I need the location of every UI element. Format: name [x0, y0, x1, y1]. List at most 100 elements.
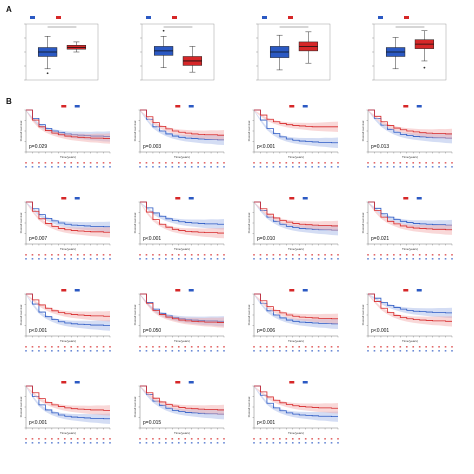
risk-table-entry	[152, 438, 154, 440]
risk-table-entry	[197, 254, 199, 256]
risk-table-entry	[259, 350, 262, 352]
legend-mutation-swatch	[404, 16, 409, 19]
risk-table-entry	[330, 346, 333, 348]
risk-table-entry	[311, 442, 313, 444]
high-risk-survival-curve	[26, 201, 110, 233]
risk-table-entry	[337, 346, 339, 348]
risk-table-entry	[223, 442, 225, 444]
risk-table-entry	[96, 162, 98, 164]
risk-table-entry	[57, 254, 60, 256]
risk-table-entry	[330, 350, 333, 352]
high-risk-survival-curve	[254, 385, 338, 409]
risk-table-entry	[177, 162, 180, 164]
risk-table-entry	[83, 438, 85, 440]
risk-table-entry	[44, 442, 47, 444]
high-risk-confidence-band	[254, 386, 338, 414]
high-risk-confidence-band	[368, 110, 452, 140]
risk-table-entry	[165, 258, 167, 260]
risk-table-entry	[57, 350, 60, 352]
risk-table-entry	[203, 166, 206, 168]
risk-table-entry	[70, 162, 73, 164]
risk-table-entry	[197, 258, 199, 260]
high-risk-confidence-band	[26, 386, 110, 416]
risk-table-entry	[165, 162, 167, 164]
risk-table-entry	[177, 442, 180, 444]
risk-table-entry	[405, 162, 408, 164]
risk-table-entry	[203, 258, 206, 260]
high-risk-survival-curve	[254, 109, 338, 128]
low-risk-confidence-band	[254, 294, 338, 330]
risk-table-entry	[272, 442, 275, 444]
risk-table-entry	[139, 162, 141, 164]
risk-table-entry	[152, 254, 154, 256]
risk-table-entry	[109, 258, 111, 260]
risk-table-entry	[89, 346, 92, 348]
risk-table-entry	[285, 442, 288, 444]
risk-table-entry	[386, 346, 389, 348]
risk-table-entry	[451, 254, 453, 256]
outlier-point	[46, 72, 49, 75]
risk-table-entry	[291, 442, 294, 444]
high-risk-survival-curve	[368, 109, 452, 135]
risk-table-entry	[298, 258, 301, 260]
risk-table-entry	[96, 442, 98, 444]
risk-table-entry	[425, 166, 427, 168]
risk-table-entry	[399, 346, 402, 348]
legend-low-swatch	[74, 105, 80, 108]
risk-table-entry	[438, 254, 440, 256]
risk-table-entry	[298, 438, 301, 440]
x-axis-label: Time(years)	[174, 155, 190, 159]
risk-table-entry	[139, 166, 141, 168]
risk-table-entry	[44, 438, 47, 440]
p-value-label: p<0.001	[371, 328, 389, 334]
survival-plot-6: p<0.001 Time(years) Overall survival	[133, 197, 225, 260]
risk-table-entry	[38, 162, 40, 164]
high-risk-survival-curve	[26, 385, 110, 411]
survival-plot-5: p=0.007 Time(years) Overall survival	[19, 197, 111, 260]
risk-table-entry	[418, 166, 421, 168]
legend-low-swatch	[74, 381, 80, 384]
risk-table-entry	[373, 254, 376, 256]
legend-low-swatch	[416, 289, 422, 292]
x-axis-label: Time(years)	[288, 431, 304, 435]
risk-table-entry	[96, 346, 98, 348]
risk-table-entry	[76, 166, 79, 168]
risk-table-entry	[210, 350, 212, 352]
risk-table-entry	[31, 258, 34, 260]
risk-table-entry	[337, 254, 339, 256]
risk-table-entry	[425, 346, 427, 348]
low-risk-confidence-band	[26, 294, 110, 331]
risk-table-entry	[317, 162, 320, 164]
risk-table-entry	[393, 346, 395, 348]
risk-table-entry	[89, 350, 92, 352]
risk-table-entry	[158, 350, 161, 352]
x-axis-label: Time(years)	[174, 247, 190, 251]
risk-table-entry	[89, 166, 92, 168]
risk-table-entry	[63, 166, 66, 168]
risk-table-entry	[165, 438, 167, 440]
risk-table-entry	[152, 166, 154, 168]
risk-table-entry	[70, 166, 73, 168]
risk-table-entry	[451, 162, 453, 164]
risk-table-entry	[431, 346, 434, 348]
risk-table-entry	[279, 438, 281, 440]
risk-table-entry	[139, 258, 141, 260]
p-value-label: p=0.029	[29, 144, 47, 150]
risk-table-entry	[405, 350, 408, 352]
risk-table-entry	[337, 442, 339, 444]
risk-table-entry	[393, 350, 395, 352]
risk-table-entry	[102, 166, 105, 168]
risk-table-entry	[171, 162, 174, 164]
risk-table-entry	[259, 438, 262, 440]
risk-table-entry	[152, 258, 154, 260]
x-axis-label: Time(years)	[174, 431, 190, 435]
low-risk-confidence-band	[140, 202, 224, 230]
risk-table-entry	[324, 346, 326, 348]
risk-table-entry	[63, 258, 66, 260]
risk-table-entry	[330, 258, 333, 260]
risk-table-entry	[203, 162, 206, 164]
risk-table-entry	[102, 346, 105, 348]
p-value-label: p=0.006	[257, 328, 275, 334]
low-risk-confidence-band	[254, 110, 338, 148]
legend-low-swatch	[302, 197, 308, 200]
